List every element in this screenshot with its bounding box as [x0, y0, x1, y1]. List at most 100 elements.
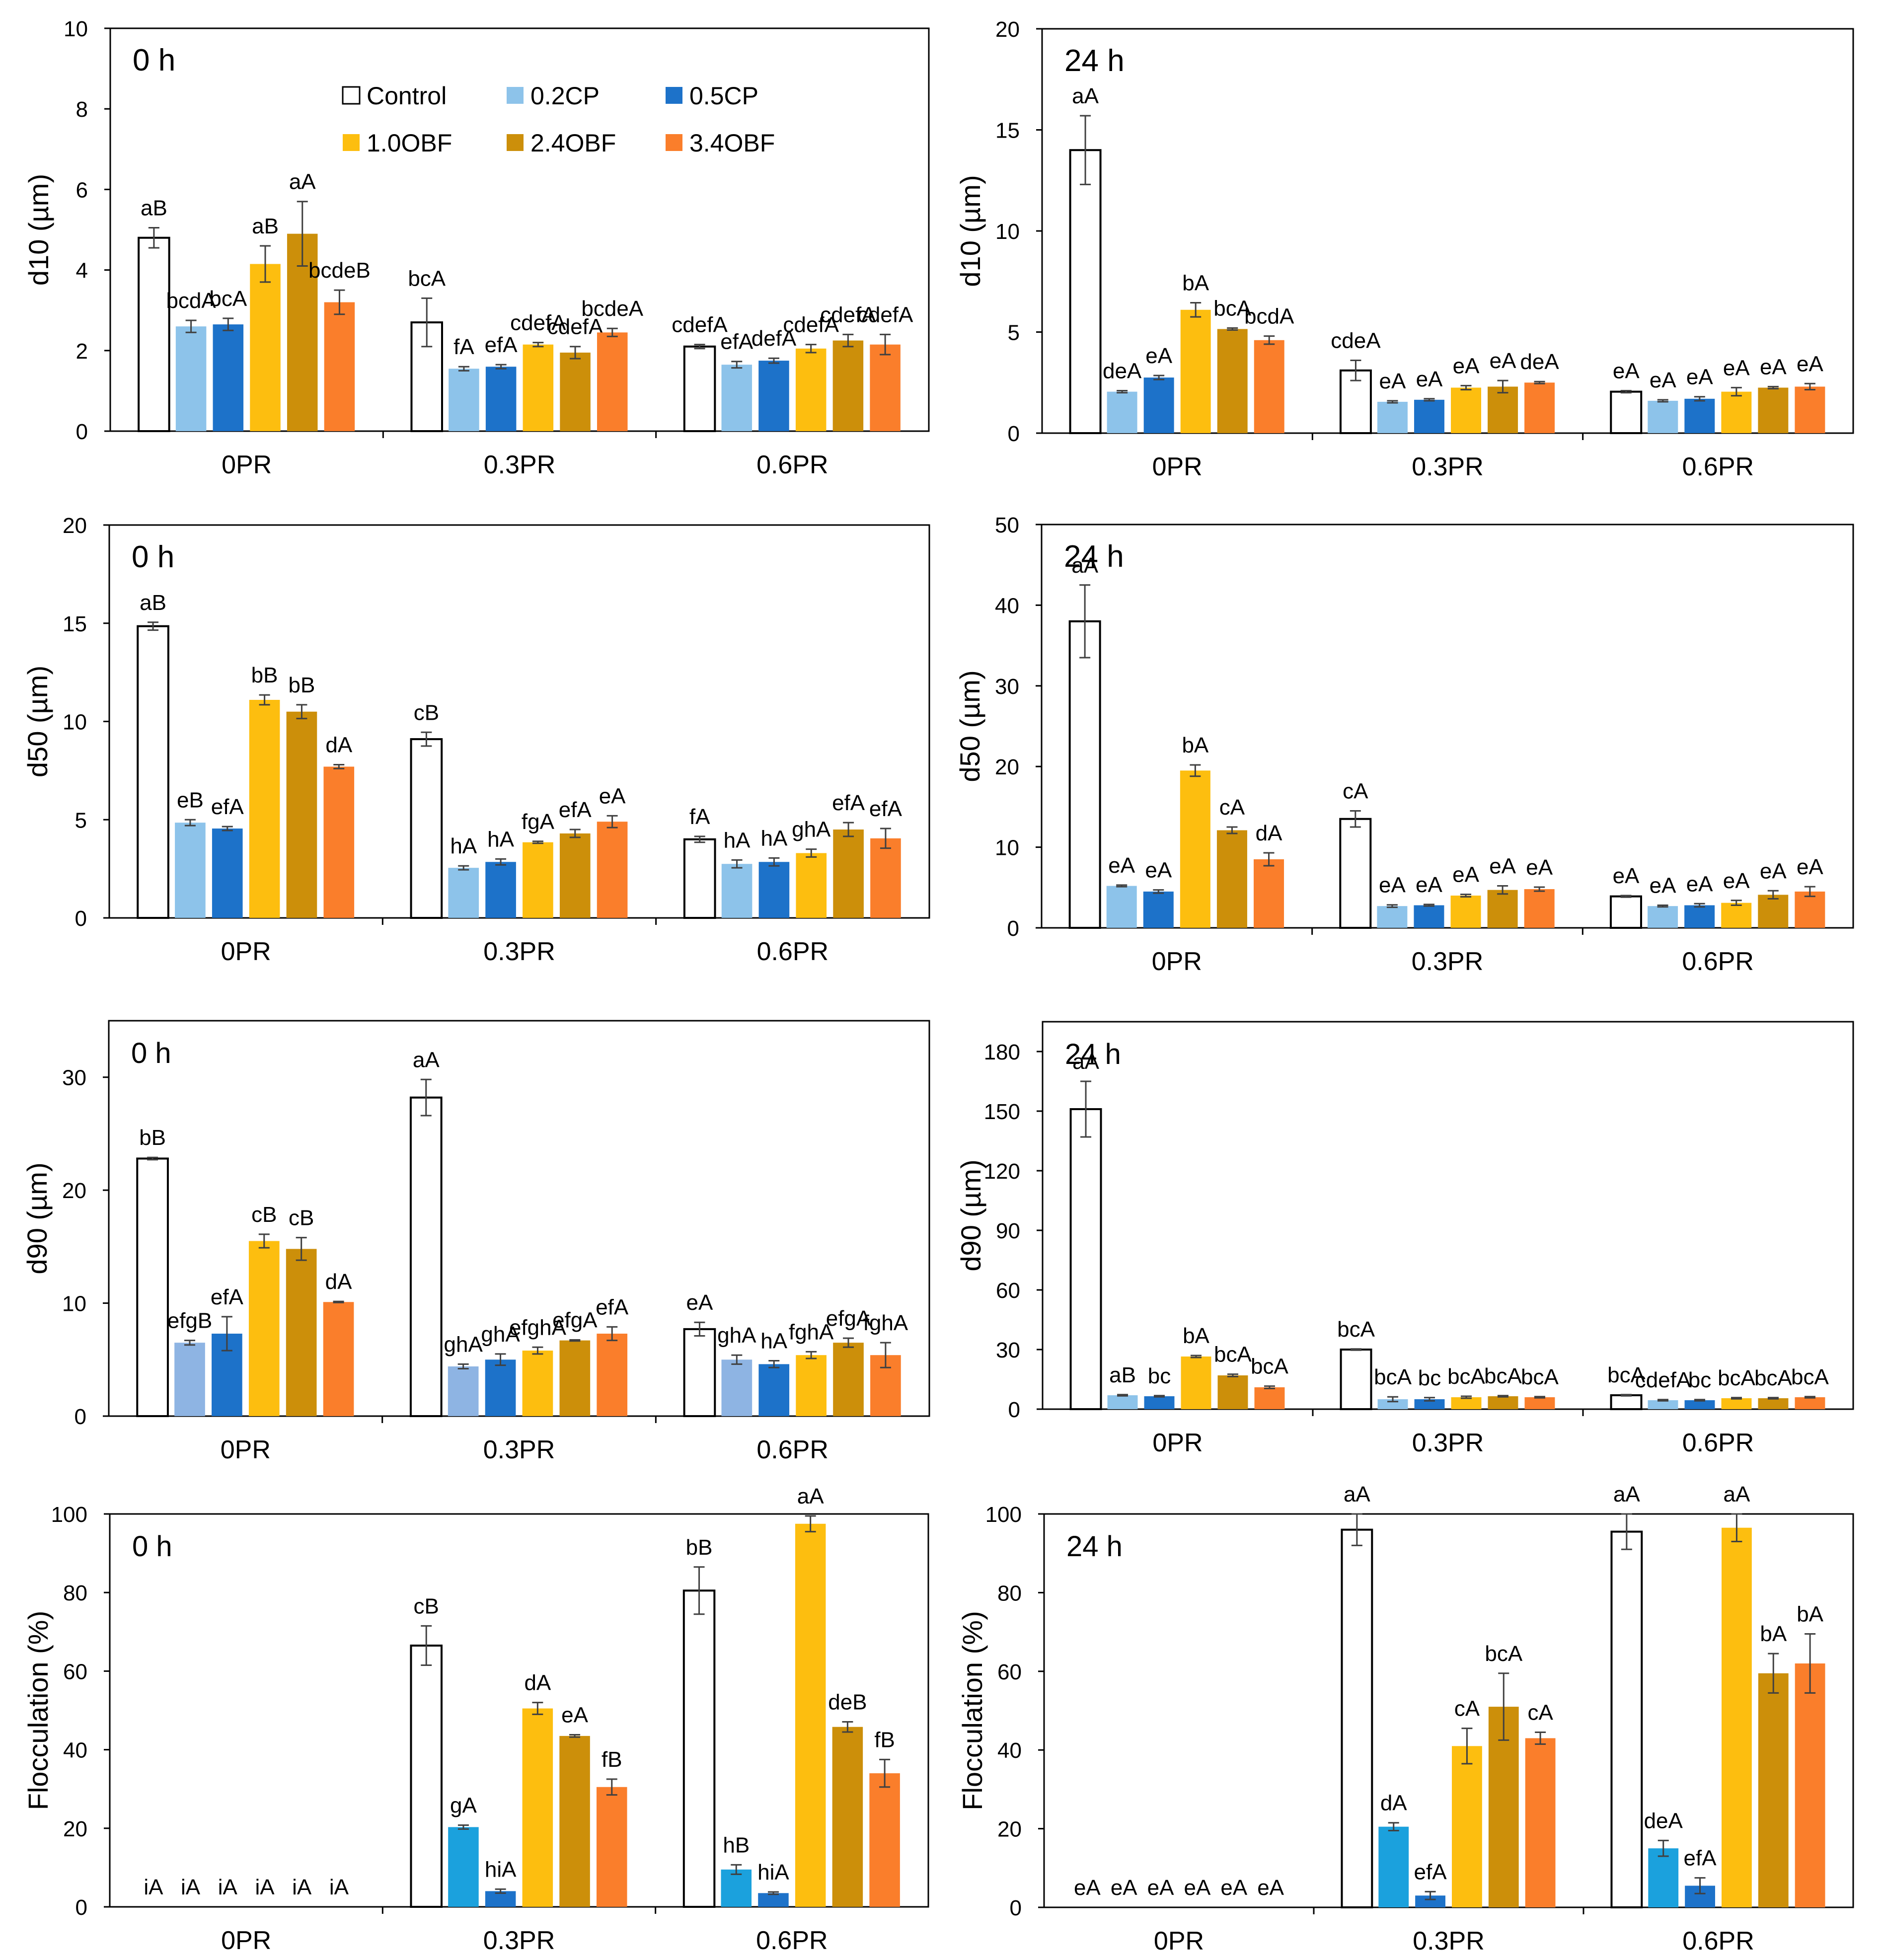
y-axis-title: d50 (µm)	[954, 670, 985, 782]
significance-label: cB	[414, 1594, 439, 1618]
bar-34obf-03pr	[597, 332, 628, 431]
bar-34obf-06pr	[870, 344, 901, 431]
y-tick-label: 10	[995, 836, 1019, 860]
significance-label: eA	[1723, 869, 1750, 893]
y-tick-label: 80	[63, 1581, 87, 1605]
category-label: 0.3PR	[484, 451, 556, 479]
significance-label: eA	[1760, 859, 1787, 883]
significance-label: eA	[1797, 352, 1823, 376]
bar-24obf-03pr	[559, 833, 591, 918]
significance-label: efA	[559, 798, 592, 822]
bar-02cp-03pr	[1377, 906, 1408, 928]
bar-24obf-03pr	[560, 352, 591, 431]
bar-02cp-03pr	[449, 369, 479, 431]
y-tick-label: 8	[76, 97, 88, 122]
significance-label: efA	[596, 1295, 629, 1319]
significance-label: hiA	[757, 1860, 789, 1885]
y-tick-label: 60	[63, 1659, 87, 1684]
significance-label: iA	[292, 1875, 312, 1899]
significance-label: bcA	[1213, 296, 1251, 320]
significance-label: bA	[1182, 271, 1209, 295]
bar-control-06pr	[1609, 895, 1642, 929]
significance-label: hiA	[485, 1857, 517, 1882]
bar-05cp-03pr	[485, 862, 516, 918]
chart-7: 0 20 40 60 80 100 Flocculation (%) 0 h 0PR iA iA iA…	[22, 1484, 929, 1955]
significance-label: eA	[1379, 873, 1406, 898]
significance-label: dA	[524, 1671, 551, 1695]
category-label: 0PR	[1152, 947, 1202, 976]
bar-05cp-0pr	[1144, 1396, 1175, 1409]
legend-swatch	[342, 86, 361, 105]
y-tick-label: 20	[995, 17, 1020, 42]
category-label: 0.3PR	[483, 1435, 555, 1464]
panel-title: 0 h	[133, 43, 175, 77]
bar-34obf-06pr	[870, 838, 901, 918]
y-tick-label: 40	[995, 594, 1019, 618]
significance-label: bcA	[1754, 1366, 1792, 1390]
bar-10obf-06pr	[1721, 391, 1752, 433]
bar-24obf-0pr	[1217, 1375, 1248, 1409]
category-label: 0PR	[1154, 1927, 1204, 1956]
significance-label: efA	[211, 795, 244, 819]
y-tick-label: 0	[1008, 1398, 1020, 1422]
plot-frame	[109, 27, 930, 432]
category-label: 0.3PR	[1412, 947, 1484, 976]
y-tick-label: 90	[996, 1219, 1020, 1243]
significance-label: bcA	[1447, 1364, 1485, 1389]
significance-label: bc	[1418, 1366, 1441, 1390]
y-tick-label: 100	[985, 1503, 1022, 1527]
bar-05cp-03pr	[485, 1359, 516, 1416]
significance-label: deA	[1103, 359, 1142, 383]
bar-02cp-0pr	[175, 326, 207, 431]
bar-10obf-0pr	[249, 699, 280, 918]
bar-34obf-03pr	[1524, 1397, 1555, 1409]
bar-34obf-0pr	[1254, 1387, 1285, 1409]
bar-34obf-03pr	[597, 1333, 628, 1416]
y-tick-label: 10	[64, 17, 88, 41]
significance-label: eA	[1145, 858, 1172, 883]
significance-label: eA	[1490, 349, 1516, 373]
bar-05cp-06pr	[1684, 398, 1715, 433]
significance-label: dA	[325, 1270, 352, 1294]
bar-02cp-0pr	[174, 1343, 205, 1416]
plot-frame	[1041, 524, 1854, 929]
y-tick-label: 30	[996, 1338, 1020, 1362]
significance-label: bcdA	[1244, 304, 1294, 329]
legend-label: 0.5CP	[689, 82, 758, 110]
significance-label: bcA	[1251, 1355, 1288, 1379]
significance-label: eA	[1797, 855, 1823, 879]
significance-label: hA	[450, 834, 477, 858]
bar-05cp-06pr	[758, 361, 789, 431]
bar-02cp-06pr	[721, 864, 753, 918]
category-label: 0.3PR	[1412, 1429, 1484, 1457]
bar-05cp-0pr	[1143, 891, 1174, 928]
panel-title: 24 h	[1064, 539, 1124, 574]
significance-label: ghA	[717, 1323, 756, 1348]
significance-label: aA	[1613, 1482, 1640, 1507]
bar-02cp-03pr	[448, 1827, 479, 1907]
y-tick-label: 5	[1008, 321, 1020, 345]
bar-02cp-0pr	[175, 823, 206, 918]
bar-control-03pr	[410, 1644, 443, 1908]
bar-10obf-03pr	[1450, 896, 1481, 928]
significance-label: iA	[255, 1875, 275, 1899]
significance-label: cdefA	[547, 315, 603, 339]
bar-24obf-0pr	[286, 711, 317, 918]
significance-label: eA	[1147, 1876, 1174, 1900]
legend-swatch	[507, 87, 524, 104]
y-tick-label: 80	[997, 1581, 1022, 1605]
significance-label: deA	[1520, 350, 1559, 374]
category-label: 0PR	[1152, 1429, 1203, 1457]
significance-label: aB	[252, 214, 279, 238]
significance-label: bcA	[1337, 1317, 1375, 1342]
bar-control-03pr	[410, 738, 443, 919]
bar-control-03pr	[1340, 1349, 1372, 1410]
plot-frame	[1042, 1021, 1854, 1410]
significance-label: bcA	[1214, 1343, 1252, 1367]
bar-34obf-03pr	[1524, 382, 1555, 433]
y-tick-label: 40	[63, 1738, 87, 1763]
y-tick-label: 20	[63, 1817, 87, 1841]
bar-control-06pr	[682, 1589, 716, 1908]
